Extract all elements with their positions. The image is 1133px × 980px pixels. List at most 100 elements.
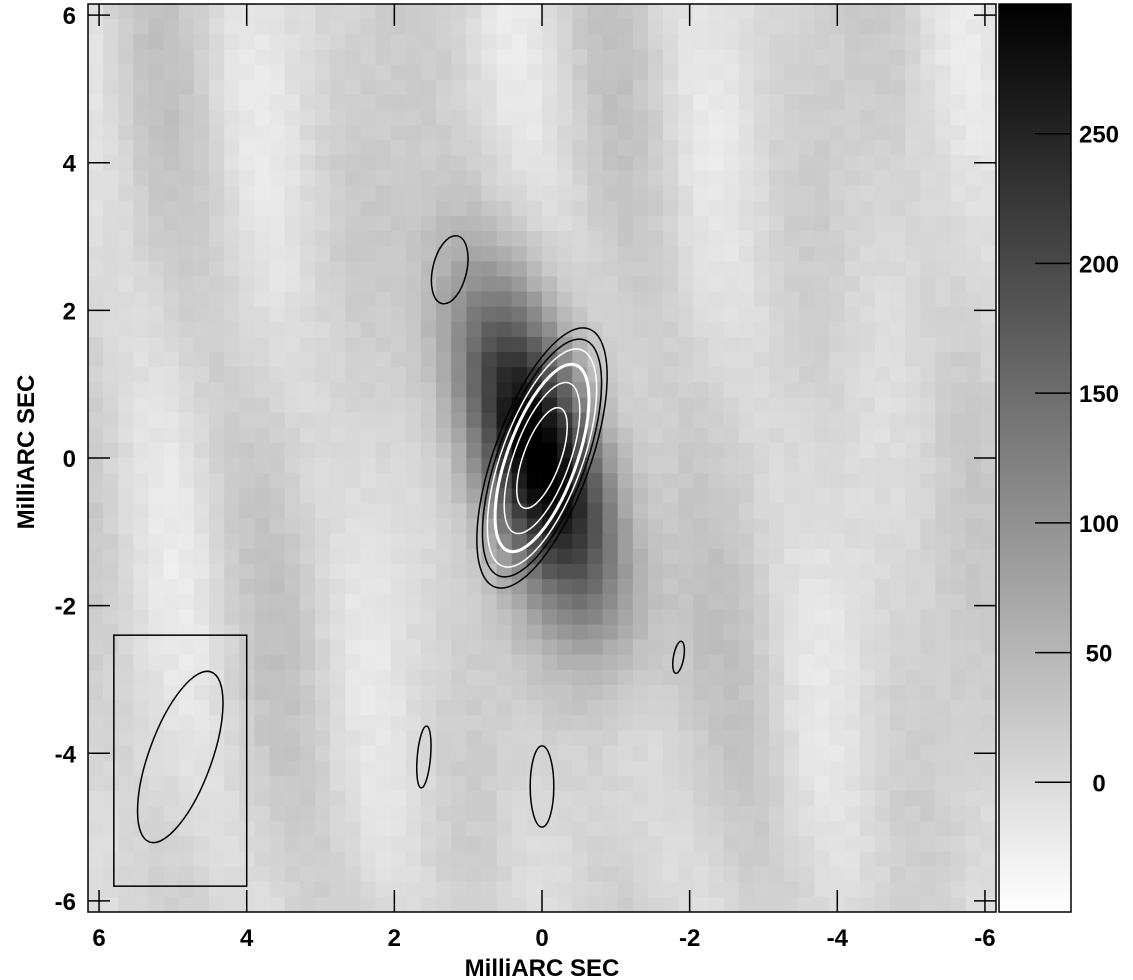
heatmap-cell [133, 563, 150, 580]
heatmap-cell [708, 715, 725, 731]
heatmap-cell [390, 397, 407, 414]
heatmap-cell [829, 109, 846, 126]
heatmap-cell [905, 685, 921, 701]
heatmap-cell [814, 94, 831, 111]
heatmap-cell [572, 185, 588, 202]
heatmap-cell [496, 760, 513, 777]
heatmap-cell [844, 715, 861, 731]
heatmap-cell [360, 503, 377, 520]
heatmap-cell [965, 412, 982, 429]
heatmap-cell [299, 518, 316, 535]
heatmap-cell [935, 503, 952, 520]
heatmap-cell [965, 19, 982, 35]
heatmap-cell [723, 760, 740, 777]
heatmap-cell [330, 109, 346, 126]
heatmap-cell [163, 594, 180, 610]
heatmap-cell [193, 200, 210, 217]
heatmap-cell [481, 821, 498, 837]
heatmap-cell [647, 397, 664, 414]
heatmap-cell [299, 261, 316, 277]
heatmap-cell [390, 276, 407, 293]
heatmap-cell [769, 775, 785, 792]
heatmap-cell [269, 49, 286, 66]
heatmap-cell [330, 64, 346, 81]
heatmap-cell [844, 125, 861, 141]
heatmap-cell [88, 715, 104, 731]
heatmap-cell [133, 836, 150, 853]
heatmap-cell [874, 821, 891, 837]
heatmap-cell [935, 306, 952, 323]
heatmap-cell [965, 367, 982, 383]
heatmap-cell [148, 790, 165, 807]
heatmap-cell [420, 442, 437, 459]
heatmap-cell [663, 352, 679, 368]
heatmap-cell [693, 49, 710, 66]
heatmap-cell [420, 821, 437, 837]
heatmap-cell [345, 836, 361, 853]
heatmap-cell [844, 821, 861, 837]
heatmap-cell [375, 382, 392, 399]
heatmap-cell [436, 458, 452, 474]
heatmap-cell [950, 896, 967, 913]
heatmap-cell [874, 412, 891, 429]
heatmap-cell [617, 64, 634, 81]
heatmap-cell [133, 745, 150, 762]
heatmap-cell [708, 851, 725, 868]
heatmap-cell [239, 548, 256, 565]
heatmap-cell [133, 155, 150, 172]
heatmap-cell [647, 458, 664, 474]
heatmap-cell [829, 503, 846, 520]
heatmap-cell [950, 382, 967, 399]
heatmap-cell [617, 518, 634, 535]
heatmap-cell [254, 276, 271, 293]
heatmap-cell [920, 715, 937, 731]
heatmap-cell [103, 306, 119, 323]
heatmap-cell [859, 609, 876, 626]
heatmap-cell [935, 215, 952, 232]
heatmap-cell [466, 821, 483, 837]
heatmap-cell [163, 246, 180, 262]
heatmap-cell [693, 881, 710, 898]
heatmap-cell [360, 291, 377, 308]
heatmap-cell [405, 624, 422, 641]
heatmap-cell [315, 64, 331, 81]
heatmap-cell [269, 64, 286, 81]
heatmap-cell [663, 200, 679, 217]
heatmap-cell [617, 261, 634, 277]
heatmap-cell [360, 896, 377, 913]
heatmap-cell [617, 715, 634, 731]
heatmap-cell [481, 533, 498, 550]
heatmap-cell [844, 775, 861, 792]
heatmap-cell [587, 548, 604, 565]
heatmap-cell [753, 473, 770, 489]
heatmap-cell [118, 352, 134, 368]
heatmap-cell [708, 639, 725, 656]
heatmap-cell [587, 563, 604, 580]
heatmap-cell [663, 79, 679, 96]
heatmap-cell [345, 881, 361, 898]
heatmap-cell [269, 276, 286, 293]
heatmap-cell [178, 518, 195, 535]
heatmap-cell [299, 594, 316, 610]
heatmap-cell [920, 806, 937, 822]
heatmap-cell [178, 200, 195, 217]
heatmap-cell [315, 790, 331, 807]
heatmap-cell [617, 700, 634, 716]
heatmap-cell [148, 246, 165, 262]
heatmap-cell [284, 291, 301, 308]
heatmap-cell [481, 49, 498, 66]
heatmap-cell [769, 4, 785, 20]
heatmap-cell [88, 866, 104, 883]
heatmap-cell [526, 579, 543, 595]
heatmap-cell [118, 488, 134, 504]
heatmap-cell [345, 200, 361, 217]
heatmap-cell [163, 639, 180, 656]
heatmap-cell [784, 170, 800, 187]
heatmap-cell [769, 125, 785, 141]
heatmap-cell [133, 442, 150, 459]
heatmap-cell [148, 291, 165, 308]
heatmap-cell [284, 382, 301, 399]
heatmap-cell [88, 49, 104, 66]
heatmap-cell [708, 896, 725, 913]
heatmap-cell [224, 609, 240, 626]
